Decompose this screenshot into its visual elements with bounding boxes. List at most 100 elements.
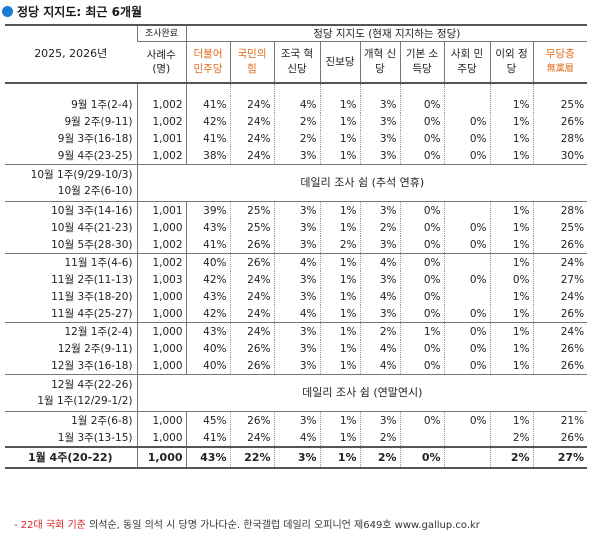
party-header-6: 기본 소득당 <box>399 41 444 84</box>
table-row: 9월 2주(9-11) 1,002 42% 24% 2% 1% 3% 0% 0% 1% 26% <box>5 113 588 130</box>
period-label: 1월 3주(13-15) <box>57 431 133 444</box>
value-cell: 43% <box>185 219 230 236</box>
sample-size-cell: 1,001 <box>136 130 186 147</box>
table-row: 11월 3주(18-20) 1,000 43% 24% 3% 1% 4% 0% 1% 24% <box>5 288 588 305</box>
value-cell: 24% <box>229 288 274 305</box>
value-cell: 2% <box>359 446 400 469</box>
value-cell: 0% <box>443 130 490 147</box>
spacer-cell <box>319 83 360 96</box>
period-label: 9월 2주(9-11) <box>64 115 133 128</box>
table-row: 9월 1주(2-4) 1,002 41% 24% 4% 1% 3% 0% 1% 25% <box>5 96 588 113</box>
survey-break-note: 데일리 조사 쉼 (연말연시) <box>136 374 588 412</box>
period-label: 11월 2주(11-13) <box>51 273 133 286</box>
value-cell: 1% <box>489 96 533 113</box>
value-cell <box>443 253 490 271</box>
value-cell: 0% <box>399 96 444 113</box>
sample-size-cell: 1,000 <box>136 411 186 429</box>
value-cell: 3% <box>273 446 320 469</box>
table-row: 1월 2주(6-8) 1,000 45% 26% 3% 1% 3% 0% 0% 1% 21% <box>5 411 588 429</box>
value-cell: 26% <box>532 429 588 447</box>
period-label: 10월 4주(21-23) <box>51 221 133 234</box>
party-header-8: 이외 정당 <box>489 41 533 84</box>
page-title: 정당 지지도: 최근 6개월 <box>2 2 142 20</box>
value-cell: 25% <box>229 219 274 236</box>
value-cell: 1% <box>319 357 360 375</box>
value-cell: 3% <box>273 288 320 305</box>
value-cell: 41% <box>185 429 230 447</box>
value-cell: 24% <box>229 130 274 147</box>
sample-size-cell: 1,002 <box>136 147 186 165</box>
value-cell: 3% <box>359 113 400 130</box>
poll-table-container: 2025, 2026년 조사완료 정당 지지도 (현재 지지하는 정당) 사례수… <box>5 24 588 469</box>
value-cell: 1% <box>319 305 360 323</box>
value-cell: 0% <box>399 201 444 219</box>
value-cell: 4% <box>359 357 400 375</box>
period-label: 12월 2주(9-11) <box>57 342 133 355</box>
value-cell: 0% <box>399 357 444 375</box>
value-cell: 0% <box>443 305 490 323</box>
value-cell: 0% <box>399 271 444 288</box>
value-cell: 3% <box>273 322 320 340</box>
value-cell <box>443 429 490 447</box>
spacer-cell <box>489 83 533 96</box>
value-cell: 1% <box>489 322 533 340</box>
value-cell: 3% <box>273 201 320 219</box>
table-row: 12월 1주(2-4) 1,000 43% 24% 3% 1% 2% 1% 0% 1% 24% <box>5 322 588 340</box>
spacer-cell <box>443 83 490 96</box>
footnote: - 22대 국회 기준 의석순, 동일 의석 시 당명 가나다순. 한국갤럽 데… <box>14 516 480 531</box>
value-cell: 1% <box>319 429 360 447</box>
value-cell: 1% <box>319 340 360 357</box>
value-cell: 0% <box>399 288 444 305</box>
spacer-cell <box>5 83 137 96</box>
value-cell: 41% <box>185 130 230 147</box>
value-cell: 1% <box>319 411 360 429</box>
sample-size-cell: 1,000 <box>136 322 186 340</box>
footnote-highlight: - 22대 국회 기준 <box>14 520 86 531</box>
spacer-cell <box>136 83 186 96</box>
bullet-dot-icon <box>2 5 13 17</box>
value-cell: 1% <box>489 219 533 236</box>
value-cell: 2% <box>359 219 400 236</box>
value-cell: 27% <box>532 446 588 469</box>
table-row: 1월 4주(20-22) 1,000 43% 22% 3% 1% 2% 0% 2% 27% <box>5 446 588 469</box>
party-header-2: 국민의 힘 <box>229 41 274 84</box>
period-label: 11월 3주(18-20) <box>51 290 133 303</box>
value-cell: 0% <box>443 113 490 130</box>
sample-size-cell: 1,002 <box>136 113 186 130</box>
value-cell: 1% <box>489 288 533 305</box>
value-cell: 1% <box>319 446 360 469</box>
value-cell: 40% <box>185 340 230 357</box>
value-cell: 3% <box>359 201 400 219</box>
table-row: 1월 3주(13-15) 1,000 41% 24% 4% 1% 2% 2% 26% <box>5 429 588 447</box>
period-label: 11월 1주(4-6) <box>5 253 137 271</box>
value-cell: 4% <box>273 305 320 323</box>
value-cell: 2% <box>319 236 360 254</box>
value-cell: 24% <box>229 322 274 340</box>
value-cell: 26% <box>229 411 274 429</box>
party-header-9: 무당층 無黨層 <box>532 41 588 84</box>
value-cell: 1% <box>319 96 360 113</box>
value-cell: 0% <box>399 305 444 323</box>
value-cell: 27% <box>532 271 588 288</box>
value-cell: 1% <box>319 322 360 340</box>
value-cell: 4% <box>359 340 400 357</box>
value-cell: 0% <box>399 130 444 147</box>
period-label: 9월 4주(23-25) <box>57 149 133 162</box>
period-label: 10월 3주(14-16) <box>5 201 137 219</box>
survey-break-row: 10월 1주(9/29-10/3) 10월 2주(6-10) 데일리 조사 쉼 (추… <box>5 164 588 202</box>
value-cell: 0% <box>399 411 444 429</box>
party-header-5: 개혁 신당 <box>359 41 400 84</box>
value-cell: 24% <box>532 322 588 340</box>
value-cell: 3% <box>359 147 400 165</box>
row-header-period: 2025, 2026년 <box>5 24 137 84</box>
value-cell: 43% <box>185 446 230 469</box>
value-cell: 0% <box>443 340 490 357</box>
value-cell: 0% <box>443 219 490 236</box>
value-cell: 1% <box>319 113 360 130</box>
value-cell: 3% <box>359 305 400 323</box>
party-header-1: 더불어 민주당 <box>185 41 230 84</box>
value-cell: 41% <box>185 96 230 113</box>
period-label: 12월 4주(22-26) <box>51 379 133 391</box>
sample-size-cell: 1,001 <box>136 201 186 219</box>
value-cell: 24% <box>229 113 274 130</box>
